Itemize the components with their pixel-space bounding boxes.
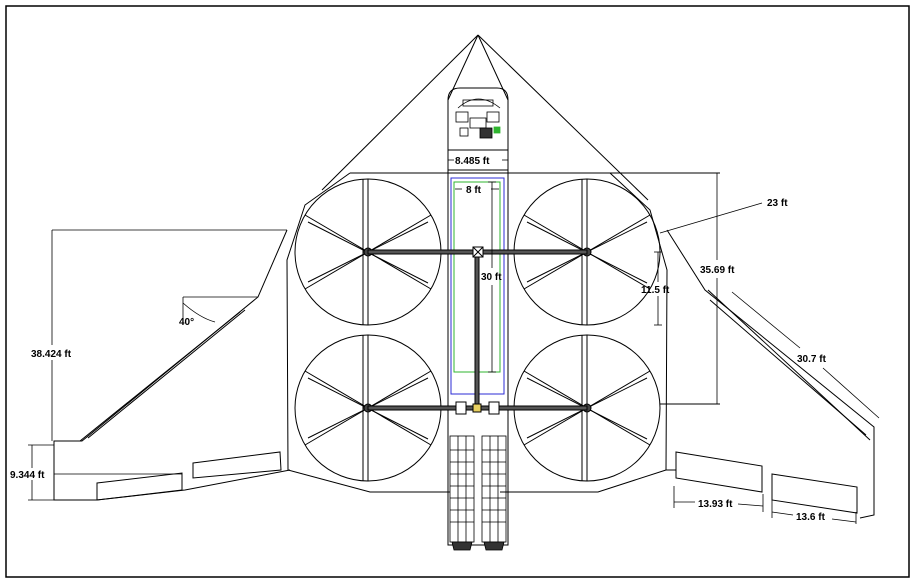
dimension-lines [28,159,880,524]
dim-root-height: 9.344 ft [10,470,45,481]
dim-fan-diameter: 23 ft [767,198,788,209]
nose-outline [321,34,649,201]
dim-wing-span: 38.424 ft [31,349,72,360]
dim-fan-radius: 11.5 ft [641,285,670,296]
dim-shaft-length: 30 ft [481,272,502,283]
fuselage-spine [447,87,509,546]
engine-left [449,435,475,551]
dim-sweep-angle: 40° [179,317,194,328]
left-wing [53,229,291,501]
dim-flap-right: 13.6 ft [796,512,826,523]
drive-shafts [367,246,588,415]
dim-leading-edge: 30.7 ft [797,354,827,365]
border [5,5,910,578]
engine-right [481,435,507,551]
right-wing [666,229,875,519]
cockpit [455,98,501,139]
fuselage-outline [286,172,720,493]
dim-cockpit-width: 8.485 ft [455,156,490,167]
dim-fan-span: 35.69 ft [700,265,735,276]
dim-flap-left: 13.93 ft [698,499,733,510]
dim-bay-width: 8 ft [466,185,482,196]
